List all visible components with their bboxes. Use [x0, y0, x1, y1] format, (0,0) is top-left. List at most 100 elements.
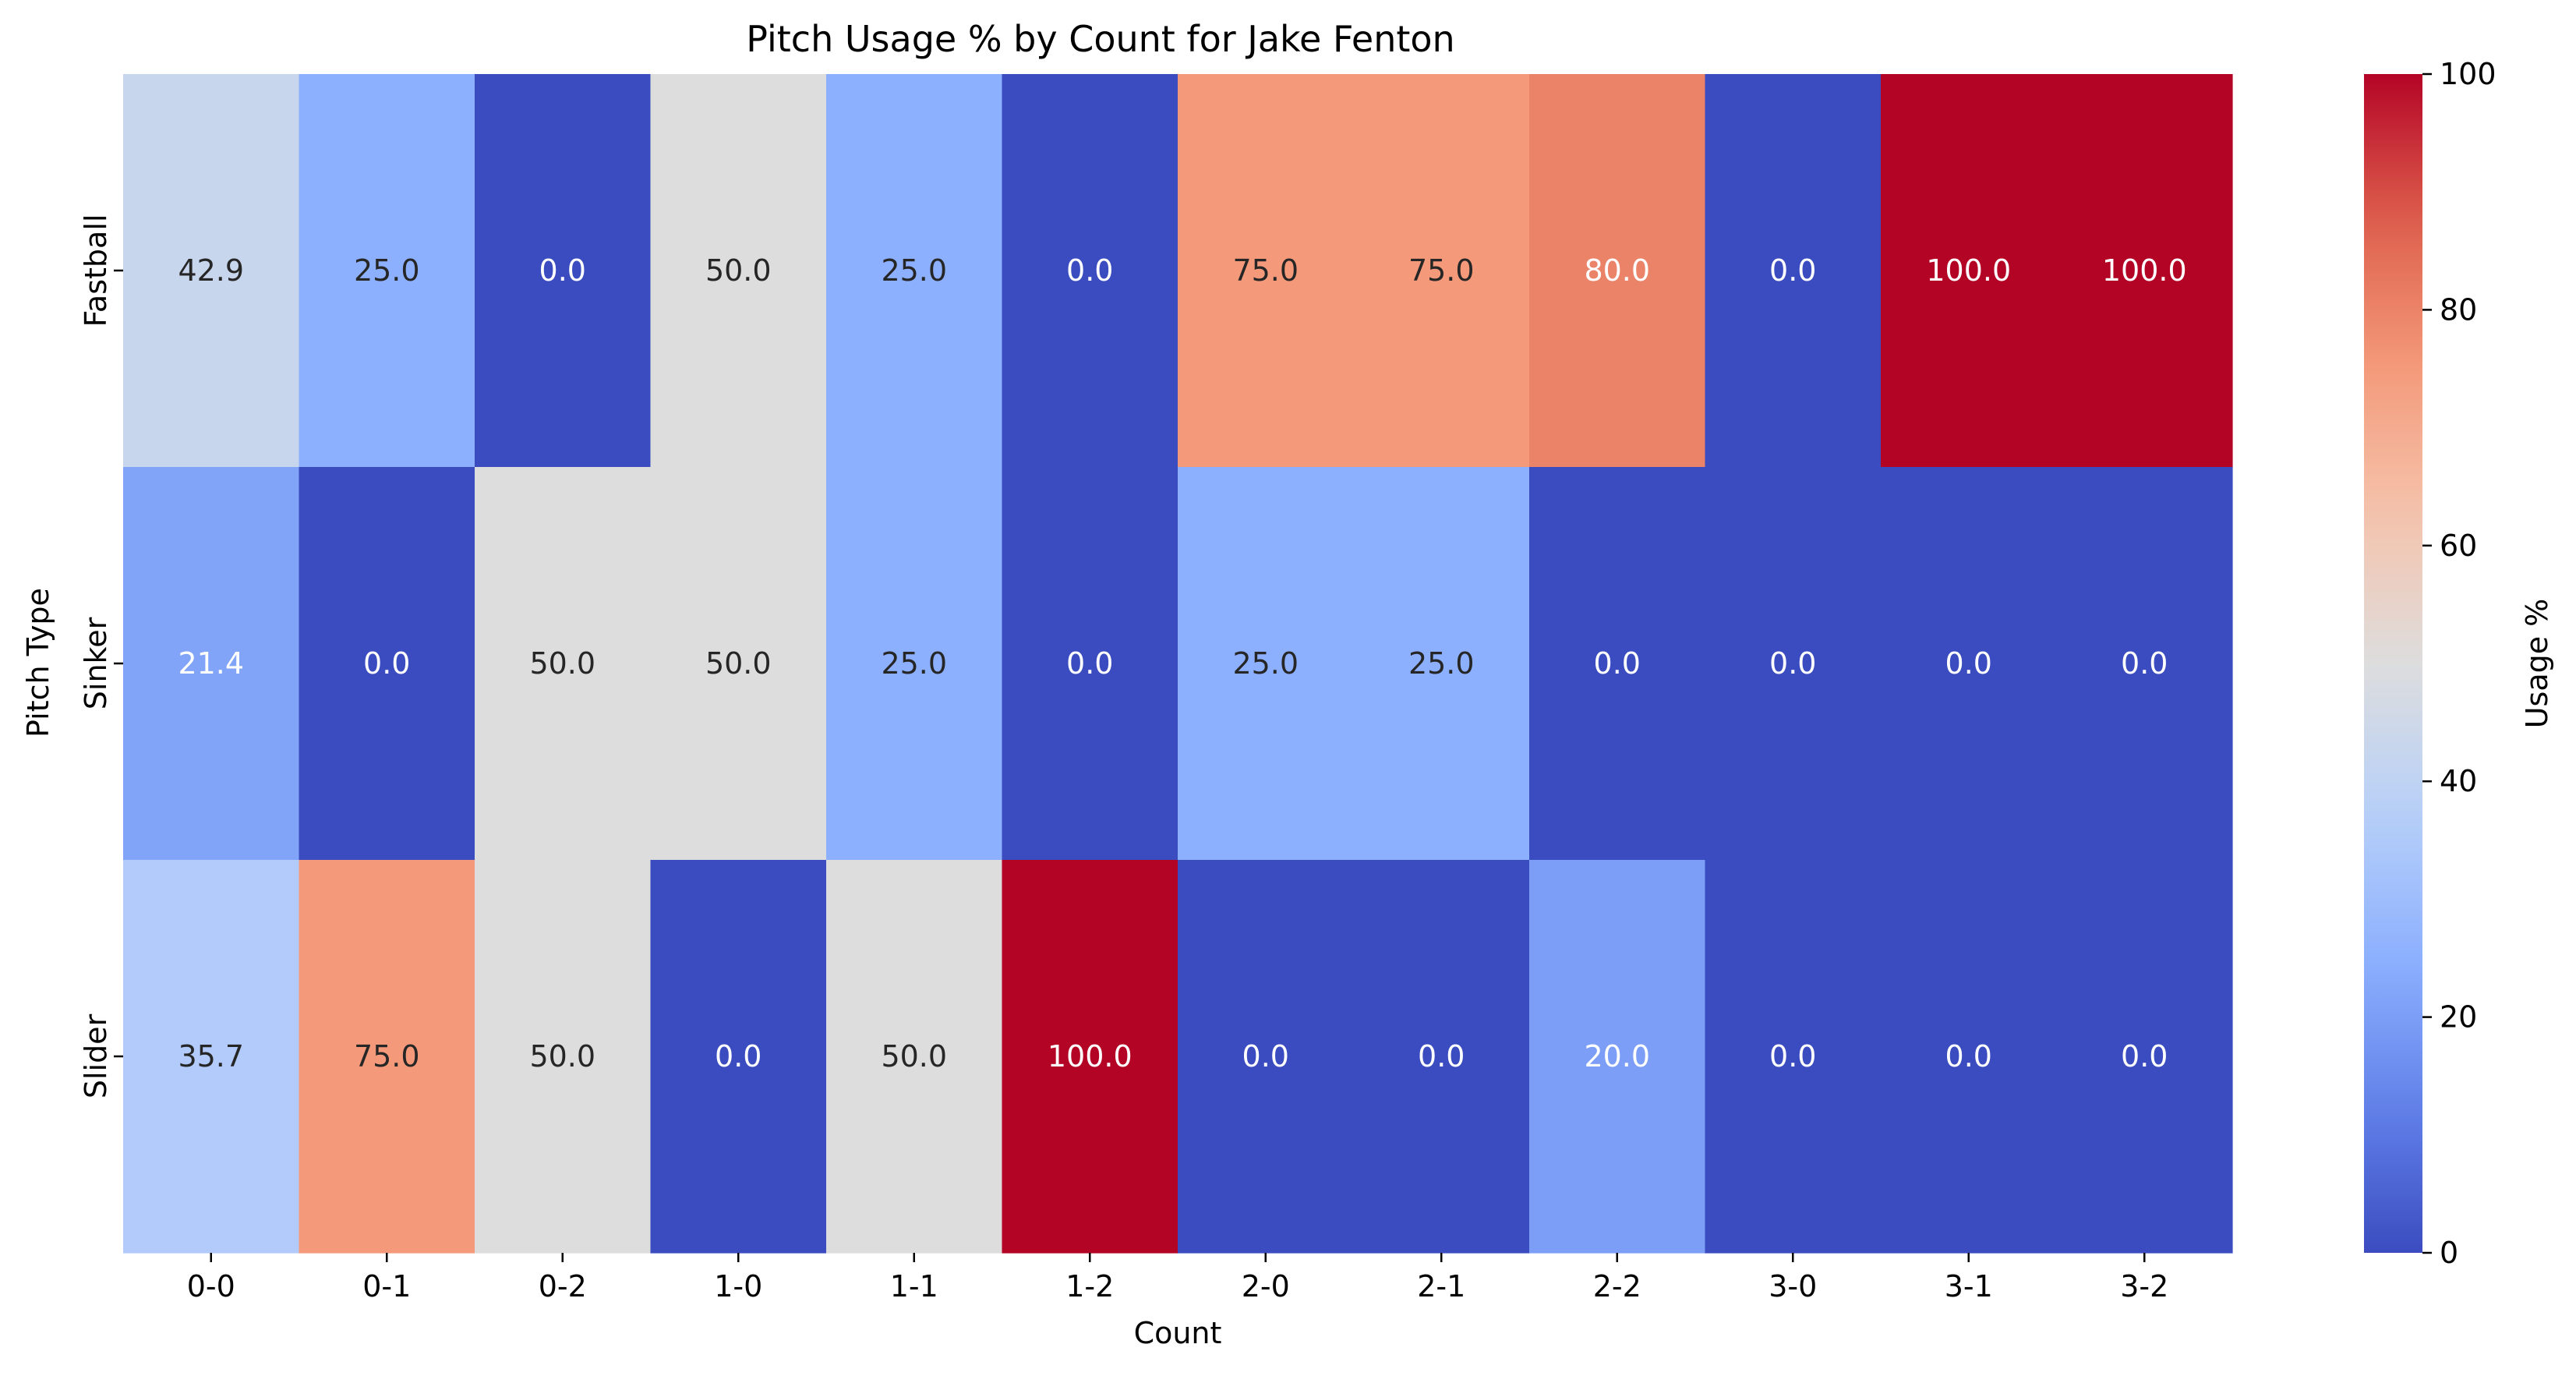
cell-value-label: 35.7 — [178, 1039, 244, 1074]
y-axis: Fastball Sinker Slider — [79, 214, 123, 1098]
x-tick-label: 3-0 — [1769, 1269, 1817, 1303]
cell-value-label: 20.0 — [1584, 1039, 1650, 1074]
cell-value-label: 0.0 — [363, 646, 410, 681]
cell-value-label: 100.0 — [1048, 1039, 1133, 1074]
heatmap-cell — [299, 467, 475, 861]
heatmap-cell — [1002, 467, 1178, 861]
heatmap-cell — [1002, 860, 1178, 1254]
cell-value-label: 80.0 — [1584, 253, 1650, 288]
heatmap-cell — [1705, 74, 1882, 468]
heatmap-cell — [2056, 860, 2233, 1254]
cell-value-label: 0.0 — [1242, 1039, 1289, 1074]
cell-value-label: 42.9 — [178, 253, 244, 288]
cell-value-label: 50.0 — [529, 646, 595, 681]
heatmap-cell — [1178, 74, 1355, 468]
heatmap-cell — [650, 467, 827, 861]
colorbar: 0 20 40 60 80 100 Usage % — [2364, 57, 2554, 1270]
heatmap-cell — [1353, 467, 1530, 861]
cell-value-label: 25.0 — [1408, 646, 1475, 681]
heatmap-cell — [2056, 467, 2233, 861]
cell-value-label: 25.0 — [354, 253, 420, 288]
cell-value-label: 0.0 — [1769, 1039, 1816, 1074]
heatmap-cell — [1881, 74, 2058, 468]
colorbar-ticks: 0 20 40 60 80 100 — [2422, 57, 2496, 1270]
cell-value-label: 75.0 — [1232, 253, 1299, 288]
heatmap-cell — [650, 860, 827, 1254]
heatmap-cell — [1178, 467, 1355, 861]
cell-value-label: 75.0 — [354, 1039, 420, 1074]
x-tick-label: 1-2 — [1065, 1269, 1114, 1303]
cell-value-label: 50.0 — [705, 253, 772, 288]
cell-value-label: 100.0 — [2102, 253, 2187, 288]
x-tick-label: 3-1 — [1945, 1269, 1993, 1303]
x-tick-label: 0-2 — [539, 1269, 587, 1303]
cell-value-label: 0.0 — [1594, 646, 1641, 681]
heatmap-cell — [475, 467, 652, 861]
heatmap-cell — [299, 860, 475, 1254]
x-tick-label: 0-1 — [362, 1269, 411, 1303]
heatmap-cell — [826, 860, 1003, 1254]
chart-title: Pitch Usage % by Count for Jake Fenton — [746, 18, 1454, 60]
x-tick-label: 2-1 — [1417, 1269, 1465, 1303]
heatmap-cell — [1353, 74, 1530, 468]
cell-value-label: 100.0 — [1926, 253, 2011, 288]
cell-value-label: 0.0 — [1066, 253, 1113, 288]
colorbar-tick-label: 40 — [2440, 764, 2477, 798]
cell-value-label: 21.4 — [178, 646, 244, 681]
x-tick-label: 1-0 — [714, 1269, 762, 1303]
cell-value-label: 0.0 — [1769, 646, 1816, 681]
colorbar-tick-label: 80 — [2440, 292, 2477, 327]
cell-value-label: 0.0 — [1418, 1039, 1465, 1074]
cell-value-label: 0.0 — [2121, 646, 2168, 681]
colorbar-tick-label: 100 — [2440, 57, 2496, 91]
heatmap-cell — [1353, 860, 1530, 1254]
cell-value-label: 0.0 — [715, 1039, 761, 1074]
x-tick-label: 2-2 — [1593, 1269, 1641, 1303]
heatmap-cell — [1705, 860, 1882, 1254]
heatmap-cell — [123, 860, 300, 1254]
x-tick-label: 3-2 — [2120, 1269, 2168, 1303]
heatmap-cell — [123, 74, 300, 468]
heatmap-cell — [1529, 74, 1706, 468]
cell-value-label: 50.0 — [529, 1039, 595, 1074]
heatmap-cell — [650, 74, 827, 468]
heatmap-cell — [826, 467, 1003, 861]
heatmap-cell — [123, 467, 300, 861]
heatmap-cell — [475, 860, 652, 1254]
cell-value-label: 25.0 — [881, 253, 947, 288]
y-tick-label: Fastball — [79, 214, 113, 327]
y-axis-label: Pitch Type — [21, 588, 55, 738]
heatmap-cell — [1881, 467, 2058, 861]
y-tick-label: Slider — [79, 1013, 113, 1098]
heatmap-cell-labels: 42.9 25.0 0.0 50.0 25.0 0.0 75.0 75.0 80.0 0.0 100… — [178, 253, 2186, 1074]
x-tick-label: 0-0 — [187, 1269, 235, 1303]
cell-value-label: 0.0 — [1769, 253, 1816, 288]
heatmap-cell — [1002, 74, 1178, 468]
heatmap-cell — [2056, 74, 2233, 468]
x-axis: 0-0 0-1 0-2 1-0 1-1 1-2 2-0 2-1 2-2 3-0 3-1 3-2 — [187, 1253, 2168, 1303]
heatmap-cell — [1178, 860, 1355, 1254]
cell-value-label: 50.0 — [881, 1039, 947, 1074]
colorbar-tick-label: 20 — [2440, 1000, 2477, 1035]
cell-value-label: 50.0 — [705, 646, 772, 681]
x-tick-label: 2-0 — [1242, 1269, 1290, 1303]
heatmap-cell — [1529, 467, 1706, 861]
heatmap-cells — [123, 74, 2233, 1254]
colorbar-tick-label: 60 — [2440, 529, 2477, 563]
heatmap-cell — [1881, 860, 2058, 1254]
x-axis-label: Count — [1134, 1316, 1222, 1350]
colorbar-label: Usage % — [2520, 599, 2554, 729]
cell-value-label: 25.0 — [881, 646, 947, 681]
heatmap-cell — [475, 74, 652, 468]
heatmap-cell — [1529, 860, 1706, 1254]
heatmap-cell — [1705, 467, 1882, 861]
cell-value-label: 75.0 — [1408, 253, 1475, 288]
colorbar-gradient — [2364, 74, 2422, 1253]
cell-value-label: 0.0 — [2121, 1039, 2168, 1074]
heatmap-cell — [826, 74, 1003, 468]
colorbar-tick-label: 0 — [2440, 1236, 2458, 1270]
x-tick-label: 1-1 — [890, 1269, 938, 1303]
cell-value-label: 0.0 — [1066, 646, 1113, 681]
cell-value-label: 0.0 — [1945, 646, 1992, 681]
